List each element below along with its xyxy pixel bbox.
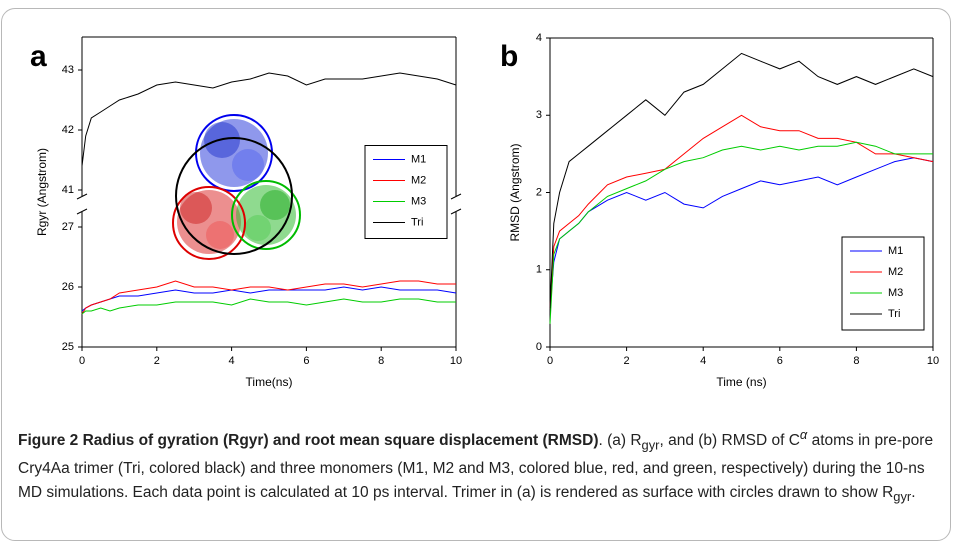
y-tick-label: 4 — [536, 32, 542, 44]
x-tick-label: 0 — [79, 355, 85, 367]
y-tick-label: 42 — [62, 124, 74, 136]
y-tick-label: 43 — [62, 64, 74, 76]
x-tick-label: 6 — [777, 355, 783, 367]
legend-label: Tri — [411, 216, 423, 228]
y-tick-label: 2 — [536, 186, 542, 198]
panel-label: a — [30, 40, 47, 73]
axis-break — [450, 193, 462, 200]
axis-break — [450, 208, 462, 215]
caption-subscript: gyr — [893, 489, 912, 505]
figure-frame — [1, 8, 951, 541]
x-tick-label: 6 — [303, 355, 309, 367]
legend-label: M3 — [888, 287, 903, 299]
series-line — [81, 298, 456, 315]
x-tick-label: 4 — [700, 355, 706, 367]
legend-label: Tri — [888, 308, 900, 320]
x-axis-label: Time (ns) — [716, 375, 766, 389]
x-tick-label: 2 — [154, 355, 160, 367]
x-tick-label: 2 — [624, 355, 630, 367]
y-tick-label: 1 — [536, 264, 542, 276]
legend-label: M2 — [411, 174, 426, 186]
y-axis-label: Rgyr (Angstrom) — [35, 148, 49, 236]
caption-title: Radius of gyration (Rgyr) and root mean … — [82, 432, 599, 450]
legend-label: M1 — [411, 153, 426, 165]
x-axis-label: Time(ns) — [246, 375, 293, 389]
x-tick-label: 10 — [927, 355, 939, 367]
series-line — [549, 114, 934, 309]
axis-break — [76, 193, 88, 200]
caption-text: . (a) R — [598, 432, 642, 450]
axis-break — [76, 208, 88, 215]
caption-text: C — [788, 432, 800, 450]
y-tick-label: 0 — [536, 341, 542, 353]
x-tick-label: 4 — [229, 355, 235, 367]
series-line — [549, 52, 934, 309]
y-tick-label: 41 — [62, 184, 74, 196]
trimer-inset — [172, 114, 301, 260]
caption-subscript: gyr — [641, 437, 660, 453]
panel-label: b — [500, 40, 518, 73]
legend-label: M3 — [411, 195, 426, 207]
y-tick-label: 26 — [62, 281, 74, 293]
y-tick-label: 27 — [62, 221, 74, 233]
caption: Figure 2 Radius of gyration (Rgyr) and r… — [18, 423, 940, 509]
legend-label: M1 — [888, 245, 903, 257]
caption-text: atoms in pre-pore Cry4Aa trimer (Tri, co… — [18, 432, 934, 502]
x-tick-label: 10 — [450, 355, 462, 367]
series-line — [549, 141, 933, 324]
y-axis-label: RMSD (Angstrom) — [508, 143, 522, 241]
y-tick-label: 25 — [62, 341, 74, 353]
y-tick-label: 3 — [536, 109, 542, 121]
x-tick-label: 8 — [853, 355, 859, 367]
series-line — [81, 72, 457, 167]
series-line — [81, 280, 456, 315]
caption-superscript: α — [799, 427, 808, 442]
legend-label: M2 — [888, 266, 903, 278]
x-tick-label: 8 — [378, 355, 384, 367]
caption-text: , and (b) RMSD of — [659, 432, 789, 450]
x-tick-label: 0 — [547, 355, 553, 367]
caption-text: . — [911, 484, 916, 502]
caption-label: Figure 2 — [18, 432, 79, 450]
